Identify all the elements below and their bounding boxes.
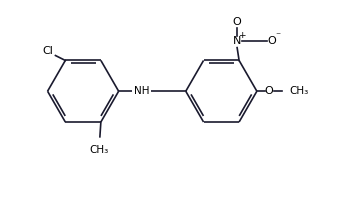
Text: Cl: Cl <box>42 46 53 56</box>
Text: ⁻: ⁻ <box>275 31 280 41</box>
Text: +: + <box>238 31 246 40</box>
Text: CH₃: CH₃ <box>289 86 309 96</box>
Text: O: O <box>267 36 276 46</box>
Text: N: N <box>233 36 241 46</box>
Text: CH₃: CH₃ <box>89 145 109 155</box>
Text: O: O <box>233 17 242 27</box>
Text: NH: NH <box>133 86 149 96</box>
Text: O: O <box>264 86 273 96</box>
